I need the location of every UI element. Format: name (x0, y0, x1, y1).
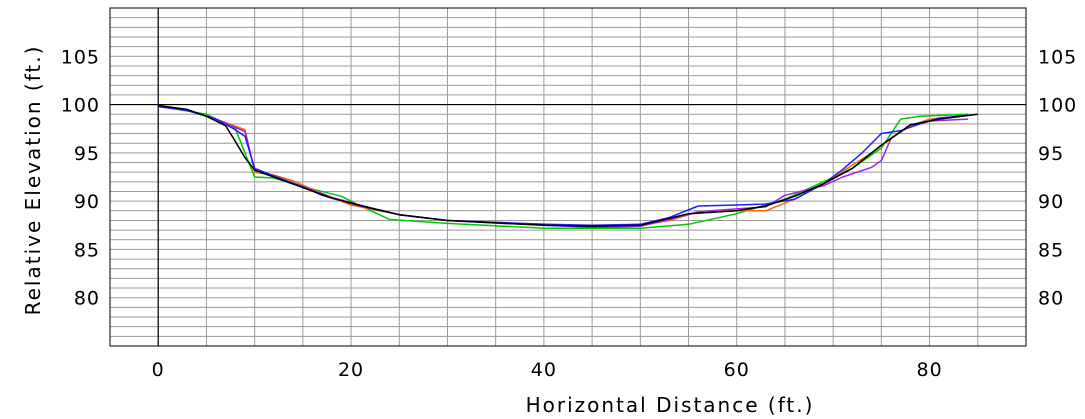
y-tick-label-left: 85 (74, 239, 100, 261)
y-tick-label-left: 80 (74, 288, 100, 310)
y-tick-labels-left: 80 85 90 95 100 105 (61, 46, 100, 310)
y-tick-label-left: 95 (74, 143, 100, 165)
series-lines (158, 104, 978, 229)
plot-frame (109, 7, 1027, 347)
x-tick-label: 40 (531, 359, 557, 381)
y-tick-label-right: 105 (1038, 46, 1077, 68)
reference-lines (110, 8, 1026, 346)
y-tick-label-right: 100 (1038, 95, 1077, 117)
series-line (158, 104, 978, 228)
x-tick-label: 20 (338, 359, 364, 381)
x-tick-labels: 0 20 40 60 80 (152, 359, 942, 381)
y-tick-label-left: 90 (74, 191, 100, 213)
x-axis-title: Horizontal Distance (ft.) (526, 393, 815, 417)
x-tick-label: 0 (152, 359, 165, 381)
y-axis-title: Relative Elevation (ft.) (21, 45, 45, 316)
x-tick-label: 80 (916, 359, 942, 381)
y-tick-label-right: 80 (1038, 288, 1064, 310)
y-tick-label-right: 90 (1038, 191, 1064, 213)
grid (109, 7, 1027, 347)
y-tick-labels-right: 80 85 90 95 100 105 (1038, 46, 1077, 310)
y-tick-label-left: 100 (61, 95, 100, 117)
series-line (158, 105, 969, 227)
y-tick-label-left: 105 (61, 46, 100, 68)
y-tick-label-right: 85 (1038, 239, 1064, 261)
y-tick-label-right: 95 (1038, 143, 1064, 165)
x-tick-label: 60 (724, 359, 750, 381)
series-line (158, 105, 969, 229)
